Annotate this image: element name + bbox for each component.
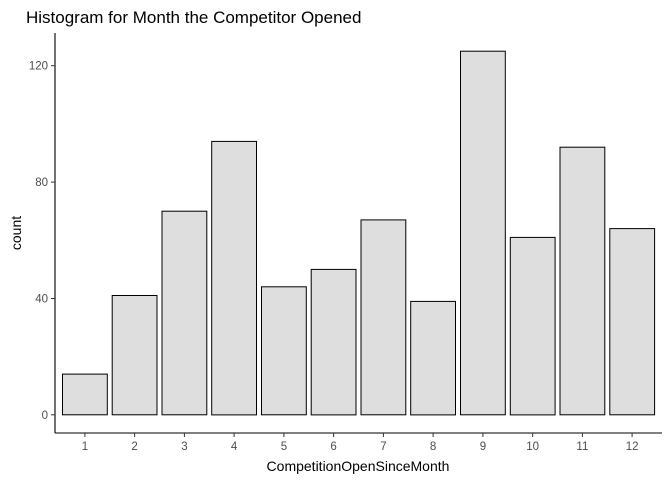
x-tick-label: 9 [480,441,486,453]
bar-month-7 [360,219,407,416]
x-tick-label: 1 [82,441,88,453]
bar-month-9 [460,50,506,416]
x-axis-title: CompetitionOpenSinceMonth [267,458,450,474]
bars-group [62,50,656,416]
y-tick-label: 0 [42,410,48,422]
bar-month-8 [410,300,457,416]
x-tick-label: 3 [181,441,187,453]
bar-month-4 [211,140,257,416]
x-tick-label: 6 [330,441,336,453]
bar-month-5 [261,286,307,416]
bar-month-1 [62,373,108,416]
y-tick-label: 80 [35,177,48,189]
bar-month-6 [310,268,357,416]
x-axis: 1 2 3 4 5 6 7 8 9 10 11 12 [55,432,662,453]
bar-month-12 [609,228,656,416]
y-axis-title: count [8,216,24,250]
x-tick-label: 8 [430,441,436,453]
x-tick-label: 2 [131,441,137,453]
x-tick-label: 7 [380,441,386,453]
y-tick-label: 120 [29,61,48,73]
chart-title: Histogram for Month the Competitor Opene… [26,8,361,27]
x-tick-label: 12 [626,441,639,453]
x-tick-label: 5 [281,441,287,453]
y-axis: 0 40 80 120 [29,33,56,433]
x-tick-label: 10 [526,441,539,453]
x-tick-label: 11 [576,441,588,453]
bar-month-10 [509,236,556,416]
bar-month-11 [559,146,606,416]
bar-month-3 [161,210,208,416]
y-tick-label: 40 [35,294,48,306]
x-tick-label: 4 [231,441,238,453]
bar-month-2 [111,295,158,416]
